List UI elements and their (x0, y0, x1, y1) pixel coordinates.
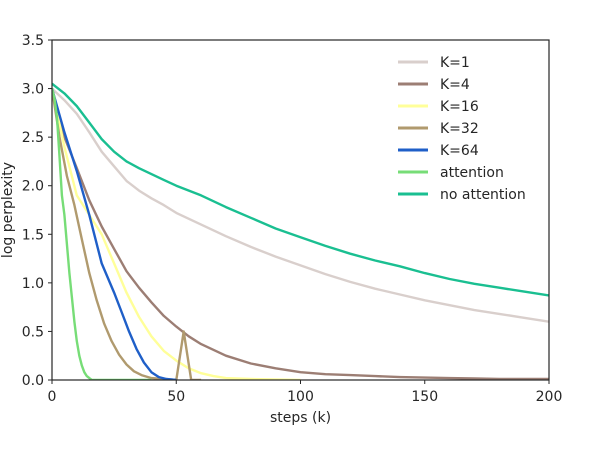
legend: K=1 K=4 K=16 K=32 K=64 attention no attention (398, 55, 526, 203)
series-line-k-16 (52, 88, 301, 380)
legend-label: no attention (440, 187, 526, 203)
x-tick-label: 100 (287, 389, 314, 405)
x-tick-label: 50 (167, 389, 185, 405)
series-line-k-4 (52, 88, 549, 380)
legend-label: K=32 (440, 121, 479, 137)
x-tick-label: 0 (48, 389, 57, 405)
legend-label: K=1 (440, 55, 470, 71)
series-line-no-attention (52, 82, 549, 297)
y-tick-label: 1.5 (22, 227, 44, 243)
series-line-k-1 (52, 87, 549, 323)
y-tick-label: 2.0 (22, 179, 44, 195)
y-axis-label: log perplexity (0, 162, 16, 258)
y-tick-label: 3.5 (22, 33, 44, 49)
legend-label: K=64 (440, 143, 479, 159)
y-tick-label: 0.5 (22, 324, 44, 340)
series-layer (52, 82, 549, 380)
legend-label: K=4 (440, 77, 470, 93)
x-axis-label: steps (k) (270, 410, 331, 426)
series-line-k-32 (52, 88, 202, 380)
legend-label: attention (440, 165, 504, 181)
x-tick-label: 150 (411, 389, 438, 405)
x-tick-label: 200 (536, 389, 563, 405)
y-tick-label: 3.0 (22, 82, 44, 98)
tick-layer: 0 50 100 150 200 0.0 0.5 1.0 1.5 2.0 2.5 3.0 3.5 (22, 33, 563, 405)
y-tick-label: 1.0 (22, 276, 44, 292)
legend-label: K=16 (440, 99, 479, 115)
y-tick-label: 0.0 (22, 373, 44, 389)
series-line-k-64 (52, 88, 177, 380)
series-line-attention (52, 88, 152, 380)
y-tick-label: 2.5 (22, 130, 44, 146)
